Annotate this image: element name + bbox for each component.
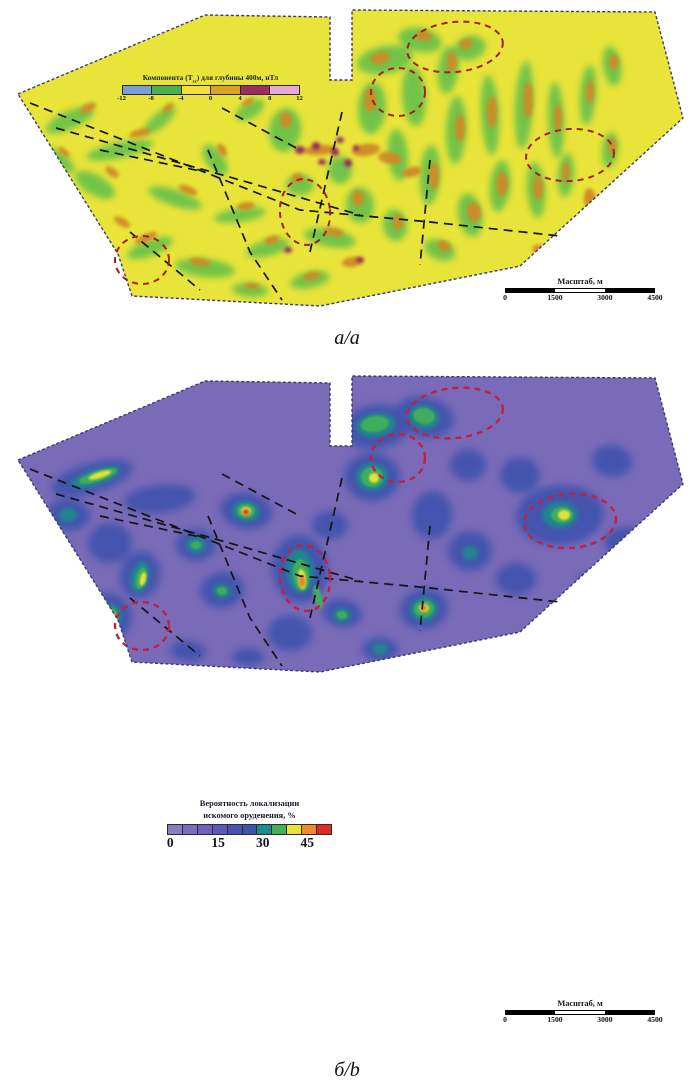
scalebar-b-title: Масштаб, м [557, 999, 603, 1008]
scalebar-b-ticks: 0 1500 3000 4500 [503, 1015, 663, 1024]
map-b-boundary [16, 375, 684, 673]
map-a-field [18, 10, 683, 306]
legend-b: Вероятность локализации искомого орудене… [152, 799, 347, 853]
map-a-svg [16, 9, 684, 307]
panel-b: Вероятность локализации искомого орудене… [0, 365, 694, 1081]
panel-a-caption: а/a [334, 327, 360, 349]
scalebar-a-ticks: 0 1500 3000 4500 [503, 293, 663, 302]
scalebar-a-title: Масштаб, м [557, 277, 603, 286]
map-a [0, 0, 694, 320]
panel-a: Компонента (Tzz) для глубины 400м, нТл -… [0, 0, 694, 360]
map-b [0, 365, 694, 685]
map-b-fault-lines [29, 468, 561, 667]
map-a-boundary [16, 9, 684, 307]
legend-a-colorbar [121, 85, 300, 96]
panel-b-caption: б/b [334, 1059, 360, 1081]
legend-b-title-line1: Вероятность локализации [199, 799, 300, 808]
scalebar-a: Масштаб, м 0 1500 3000 4500 [500, 277, 663, 305]
map-a-fault-lines [29, 102, 561, 301]
map-a-prospect-outlines [114, 20, 615, 285]
map-b-svg [16, 375, 684, 673]
scalebar-b: Масштаб, м 0 1500 3000 4500 [500, 999, 663, 1027]
map-a-high-anomalies [284, 137, 364, 263]
legend-a-ticks: -12 -8 -4 0 4 8 12 [117, 95, 303, 103]
legend-b-ticks: 0 15 30 45 [166, 834, 314, 850]
scalebar-a-bar [505, 288, 655, 293]
legend-a: Компонента (Tzz) для глубины 400м, нТл -… [108, 74, 313, 106]
map-b-field [18, 376, 683, 672]
legend-b-title-line2: искомого оруденения, % [203, 811, 296, 821]
legend-b-colorbar [167, 823, 332, 835]
legend-a-title: Компонента (Tzz) для глубины 400м, нТл [142, 74, 279, 84]
